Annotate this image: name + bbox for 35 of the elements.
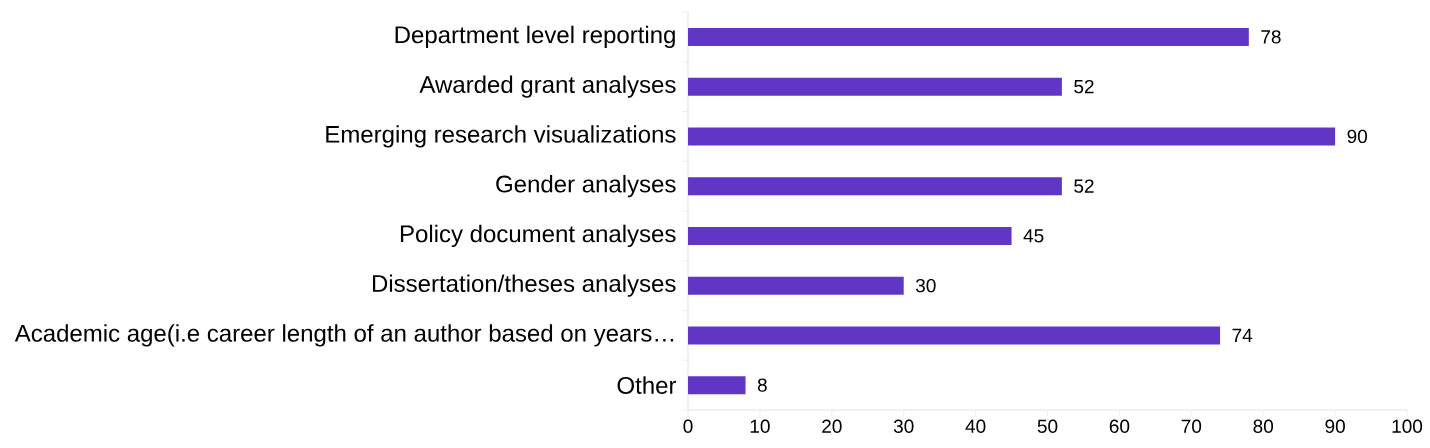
y-tick-label: Policy document analyses — [400, 224, 676, 248]
bar — [688, 77, 1062, 96]
y-tick-label: Other — [617, 376, 677, 394]
x-tick-label: 80 — [1253, 419, 1274, 433]
x-tick-label: 30 — [893, 419, 914, 433]
data-label: 78 — [1261, 30, 1281, 44]
bar — [688, 177, 1062, 196]
y-tick-label: Gender analyses — [496, 174, 676, 198]
x-tick-label: 90 — [1325, 419, 1345, 433]
data-label: 52 — [1074, 79, 1094, 94]
y-tick-label: Emerging research visualizations — [326, 125, 676, 148]
x-tick-label: 20 — [822, 419, 842, 433]
bar — [688, 376, 746, 395]
data-label: 52 — [1074, 179, 1094, 193]
y-tick-label: Academic age(i.e career length of an author based on years… — [14, 324, 674, 347]
data-label: 30 — [915, 278, 936, 293]
data-label: 8 — [757, 378, 767, 392]
x-tick-label: 60 — [1109, 419, 1130, 433]
x-tick-label: 0 — [683, 419, 693, 433]
bar — [688, 127, 1336, 146]
y-tick-label: Dissertation/theses analyses — [372, 274, 676, 297]
y-tick-label: Department level reporting — [395, 25, 675, 49]
x-tick-label: 40 — [965, 419, 986, 433]
data-label: 45 — [1023, 229, 1044, 243]
x-tick-label: 10 — [750, 419, 770, 433]
data-label: 74 — [1232, 328, 1253, 342]
x-tick-label: 50 — [1037, 419, 1058, 433]
x-tick-label: 70 — [1181, 419, 1202, 433]
data-label: 90 — [1347, 129, 1368, 144]
bar — [688, 27, 1249, 46]
y-tick-label: Awarded grant analyses — [419, 75, 676, 98]
bar — [688, 326, 1221, 345]
bar — [688, 276, 904, 295]
bar — [688, 226, 1012, 245]
x-tick-label: 100 — [1392, 419, 1423, 433]
